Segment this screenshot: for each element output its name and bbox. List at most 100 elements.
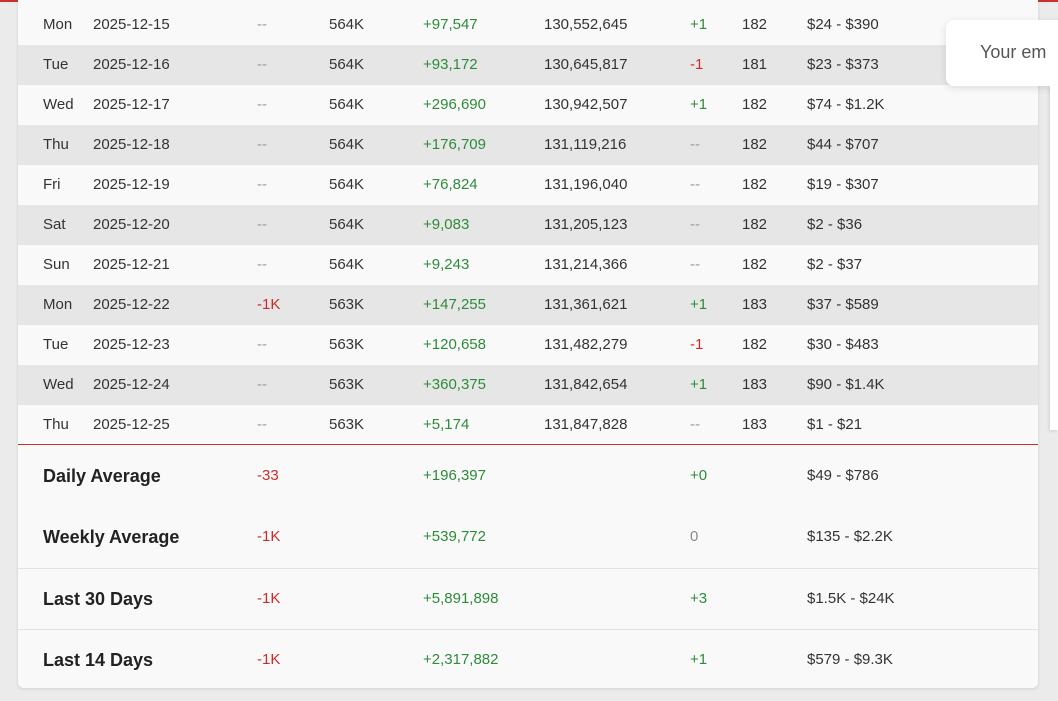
row-videos: 182 [742, 136, 768, 153]
row-videos: 182 [742, 256, 768, 273]
row-views: 130,942,507 [544, 96, 628, 113]
row-date: 2025-12-21 [93, 256, 170, 273]
summary-subscribers-change: -1K [257, 651, 281, 668]
summary-views-change: +196,397 [423, 467, 486, 484]
table-row: Mon 2025-12-15 -- 564K +97,547 130,552,645 +1 1… [18, 5, 1038, 45]
summary-row: Last 14 Days -1K +2,317,882 +1 $579 - $9.3K [18, 629, 1038, 688]
row-subscribers-change: -- [257, 176, 267, 193]
row-day: Wed [43, 96, 74, 113]
row-views-change: +120,658 [423, 336, 486, 353]
row-views-change: +9,243 [423, 256, 470, 273]
row-day: Mon [43, 16, 73, 33]
row-views: 131,847,828 [544, 416, 628, 433]
row-videos-change: +1 [690, 376, 708, 393]
summary-estimated-earnings: $1.5K - $24K [807, 590, 895, 607]
summary-label: Weekly Average [43, 527, 180, 547]
row-estimated-earnings: $37 - $589 [807, 296, 879, 313]
row-views-change: +5,174 [423, 416, 470, 433]
row-videos: 182 [742, 16, 768, 33]
row-estimated-earnings: $74 - $1.2K [807, 96, 885, 113]
summary-estimated-earnings: $135 - $2.2K [807, 528, 893, 545]
row-views: 131,214,366 [544, 256, 628, 273]
row-subscribers-change: -- [257, 416, 267, 433]
summary-row: Daily Average -33 +196,397 +0 $49 - $786 [18, 446, 1038, 506]
row-subscribers-change: -- [257, 216, 267, 233]
row-day: Sat [43, 216, 66, 233]
row-date: 2025-12-16 [93, 56, 170, 73]
summary-views-change: +2,317,882 [423, 651, 499, 668]
table-row: Fri 2025-12-19 -- 564K +76,824 131,196,040 -- 1… [18, 165, 1038, 205]
row-videos-change: -1 [690, 336, 704, 353]
row-estimated-earnings: $1 - $21 [807, 416, 863, 433]
row-day: Mon [43, 296, 73, 313]
row-estimated-earnings: $30 - $483 [807, 336, 879, 353]
row-videos-change: -1 [690, 56, 704, 73]
table-row: Thu 2025-12-25 -- 563K +5,174 131,847,828 -- 18… [18, 405, 1038, 445]
row-videos: 182 [742, 336, 768, 353]
row-estimated-earnings: $2 - $36 [807, 216, 863, 233]
row-subscribers: 564K [329, 216, 365, 233]
row-date: 2025-12-20 [93, 216, 170, 233]
row-subscribers-change: -- [257, 56, 267, 73]
row-videos-change: -- [690, 136, 700, 153]
row-day: Thu [43, 416, 69, 433]
row-subscribers: 564K [329, 176, 365, 193]
row-subscribers: 563K [329, 376, 365, 393]
table-row: Wed 2025-12-17 -- 564K +296,690 130,942,507 +1… [18, 85, 1038, 125]
summary-views-change: +539,772 [423, 528, 486, 545]
row-day: Fri [43, 176, 61, 193]
row-subscribers-change: -- [257, 256, 267, 273]
row-date: 2025-12-22 [93, 296, 170, 313]
row-videos-change: -- [690, 176, 700, 193]
row-views: 131,361,621 [544, 296, 628, 313]
row-videos-change: +1 [690, 296, 708, 313]
row-date: 2025-12-18 [93, 136, 170, 153]
summary-subscribers-change: -1K [257, 528, 281, 545]
row-views-change: +360,375 [423, 376, 486, 393]
stats-table: Mon 2025-12-15 -- 564K +97,547 130,552,645 +1 1… [18, 0, 1038, 688]
row-videos: 182 [742, 96, 768, 113]
row-subscribers: 564K [329, 256, 365, 273]
table-row: Mon 2025-12-22 -1K 563K +147,255 131,361,621 +… [18, 285, 1038, 325]
row-day: Thu [43, 136, 69, 153]
row-views: 131,196,040 [544, 176, 628, 193]
row-subscribers: 564K [329, 56, 365, 73]
row-day: Sun [43, 256, 70, 273]
table-row: Wed 2025-12-24 -- 563K +360,375 131,842,654 +1… [18, 365, 1038, 405]
row-subscribers-change: -- [257, 96, 267, 113]
summary-estimated-earnings: $49 - $786 [807, 467, 879, 484]
row-date: 2025-12-23 [93, 336, 170, 353]
row-estimated-earnings: $19 - $307 [807, 176, 879, 193]
row-videos-change: -- [690, 416, 700, 433]
row-estimated-earnings: $90 - $1.4K [807, 376, 885, 393]
email-input-placeholder[interactable]: Your em [980, 42, 1047, 62]
row-date: 2025-12-24 [93, 376, 170, 393]
row-views-change: +76,824 [423, 176, 478, 193]
summary-row: Last 30 Days -1K +5,891,898 +3 $1.5K - $24K [18, 568, 1038, 629]
row-views-change: +147,255 [423, 296, 486, 313]
row-subscribers-change: -- [257, 376, 267, 393]
row-estimated-earnings: $24 - $390 [807, 16, 879, 33]
table-row: Sun 2025-12-21 -- 564K +9,243 131,214,366 -- 18… [18, 245, 1038, 285]
row-views-change: +93,172 [423, 56, 478, 73]
summary-videos-change: +3 [690, 590, 708, 607]
row-day: Wed [43, 376, 74, 393]
row-views-change: +176,709 [423, 136, 486, 153]
row-estimated-earnings: $44 - $707 [807, 136, 879, 153]
row-subscribers: 563K [329, 296, 365, 313]
row-subscribers: 564K [329, 136, 365, 153]
table-row: Sat 2025-12-20 -- 564K +9,083 131,205,123 -- 18… [18, 205, 1038, 245]
row-videos: 183 [742, 296, 768, 313]
row-views: 131,842,654 [544, 376, 628, 393]
summary-views-change: +5,891,898 [423, 590, 499, 607]
row-videos: 182 [742, 176, 768, 193]
summary-row: Weekly Average -1K +539,772 0 $135 - $2.2K [18, 507, 1038, 567]
row-subscribers: 564K [329, 16, 365, 33]
email-subscribe-popup[interactable]: Your em [946, 20, 1058, 86]
row-views: 131,205,123 [544, 216, 628, 233]
table-row: Tue 2025-12-16 -- 564K +93,172 130,645,817 -1 1… [18, 45, 1038, 85]
row-views: 130,645,817 [544, 56, 628, 73]
summary-label: Last 30 Days [43, 589, 154, 609]
row-views-change: +9,083 [423, 216, 470, 233]
row-views: 131,119,216 [544, 136, 627, 153]
